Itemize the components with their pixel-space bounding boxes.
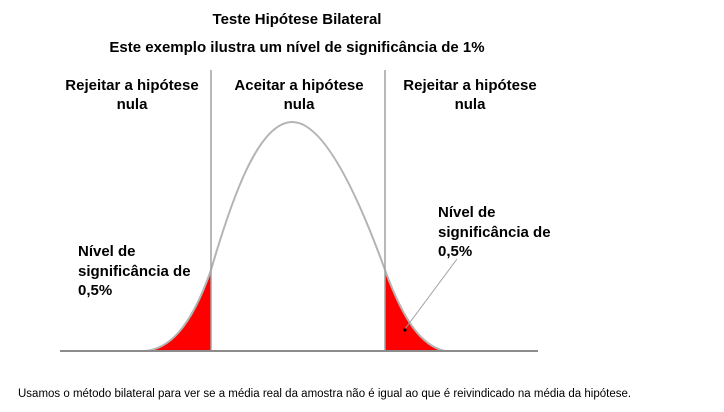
caption-text: Usamos o método bilateral para ver se a … (18, 388, 632, 400)
diagram-subtitle: Este exemplo ilustra um nível de signifi… (109, 39, 485, 56)
reject-left-label: Rejeitar a hipótese nula (65, 77, 199, 113)
significance-right-label: Nível de significância de 0,5% (438, 204, 551, 260)
bell-curve (144, 120, 446, 352)
reject-right-label: Rejeitar a hipótese nula (403, 77, 537, 113)
right-tail-region (384, 269, 446, 352)
pointer-line (404, 258, 458, 330)
significance-left-label: Nível de significância de 0,5% (78, 243, 191, 299)
pointer-dot (403, 328, 407, 332)
accept-label: Aceitar a hipótese nula (234, 77, 364, 113)
diagram-title: Teste Hipótese Bilateral (212, 11, 382, 28)
